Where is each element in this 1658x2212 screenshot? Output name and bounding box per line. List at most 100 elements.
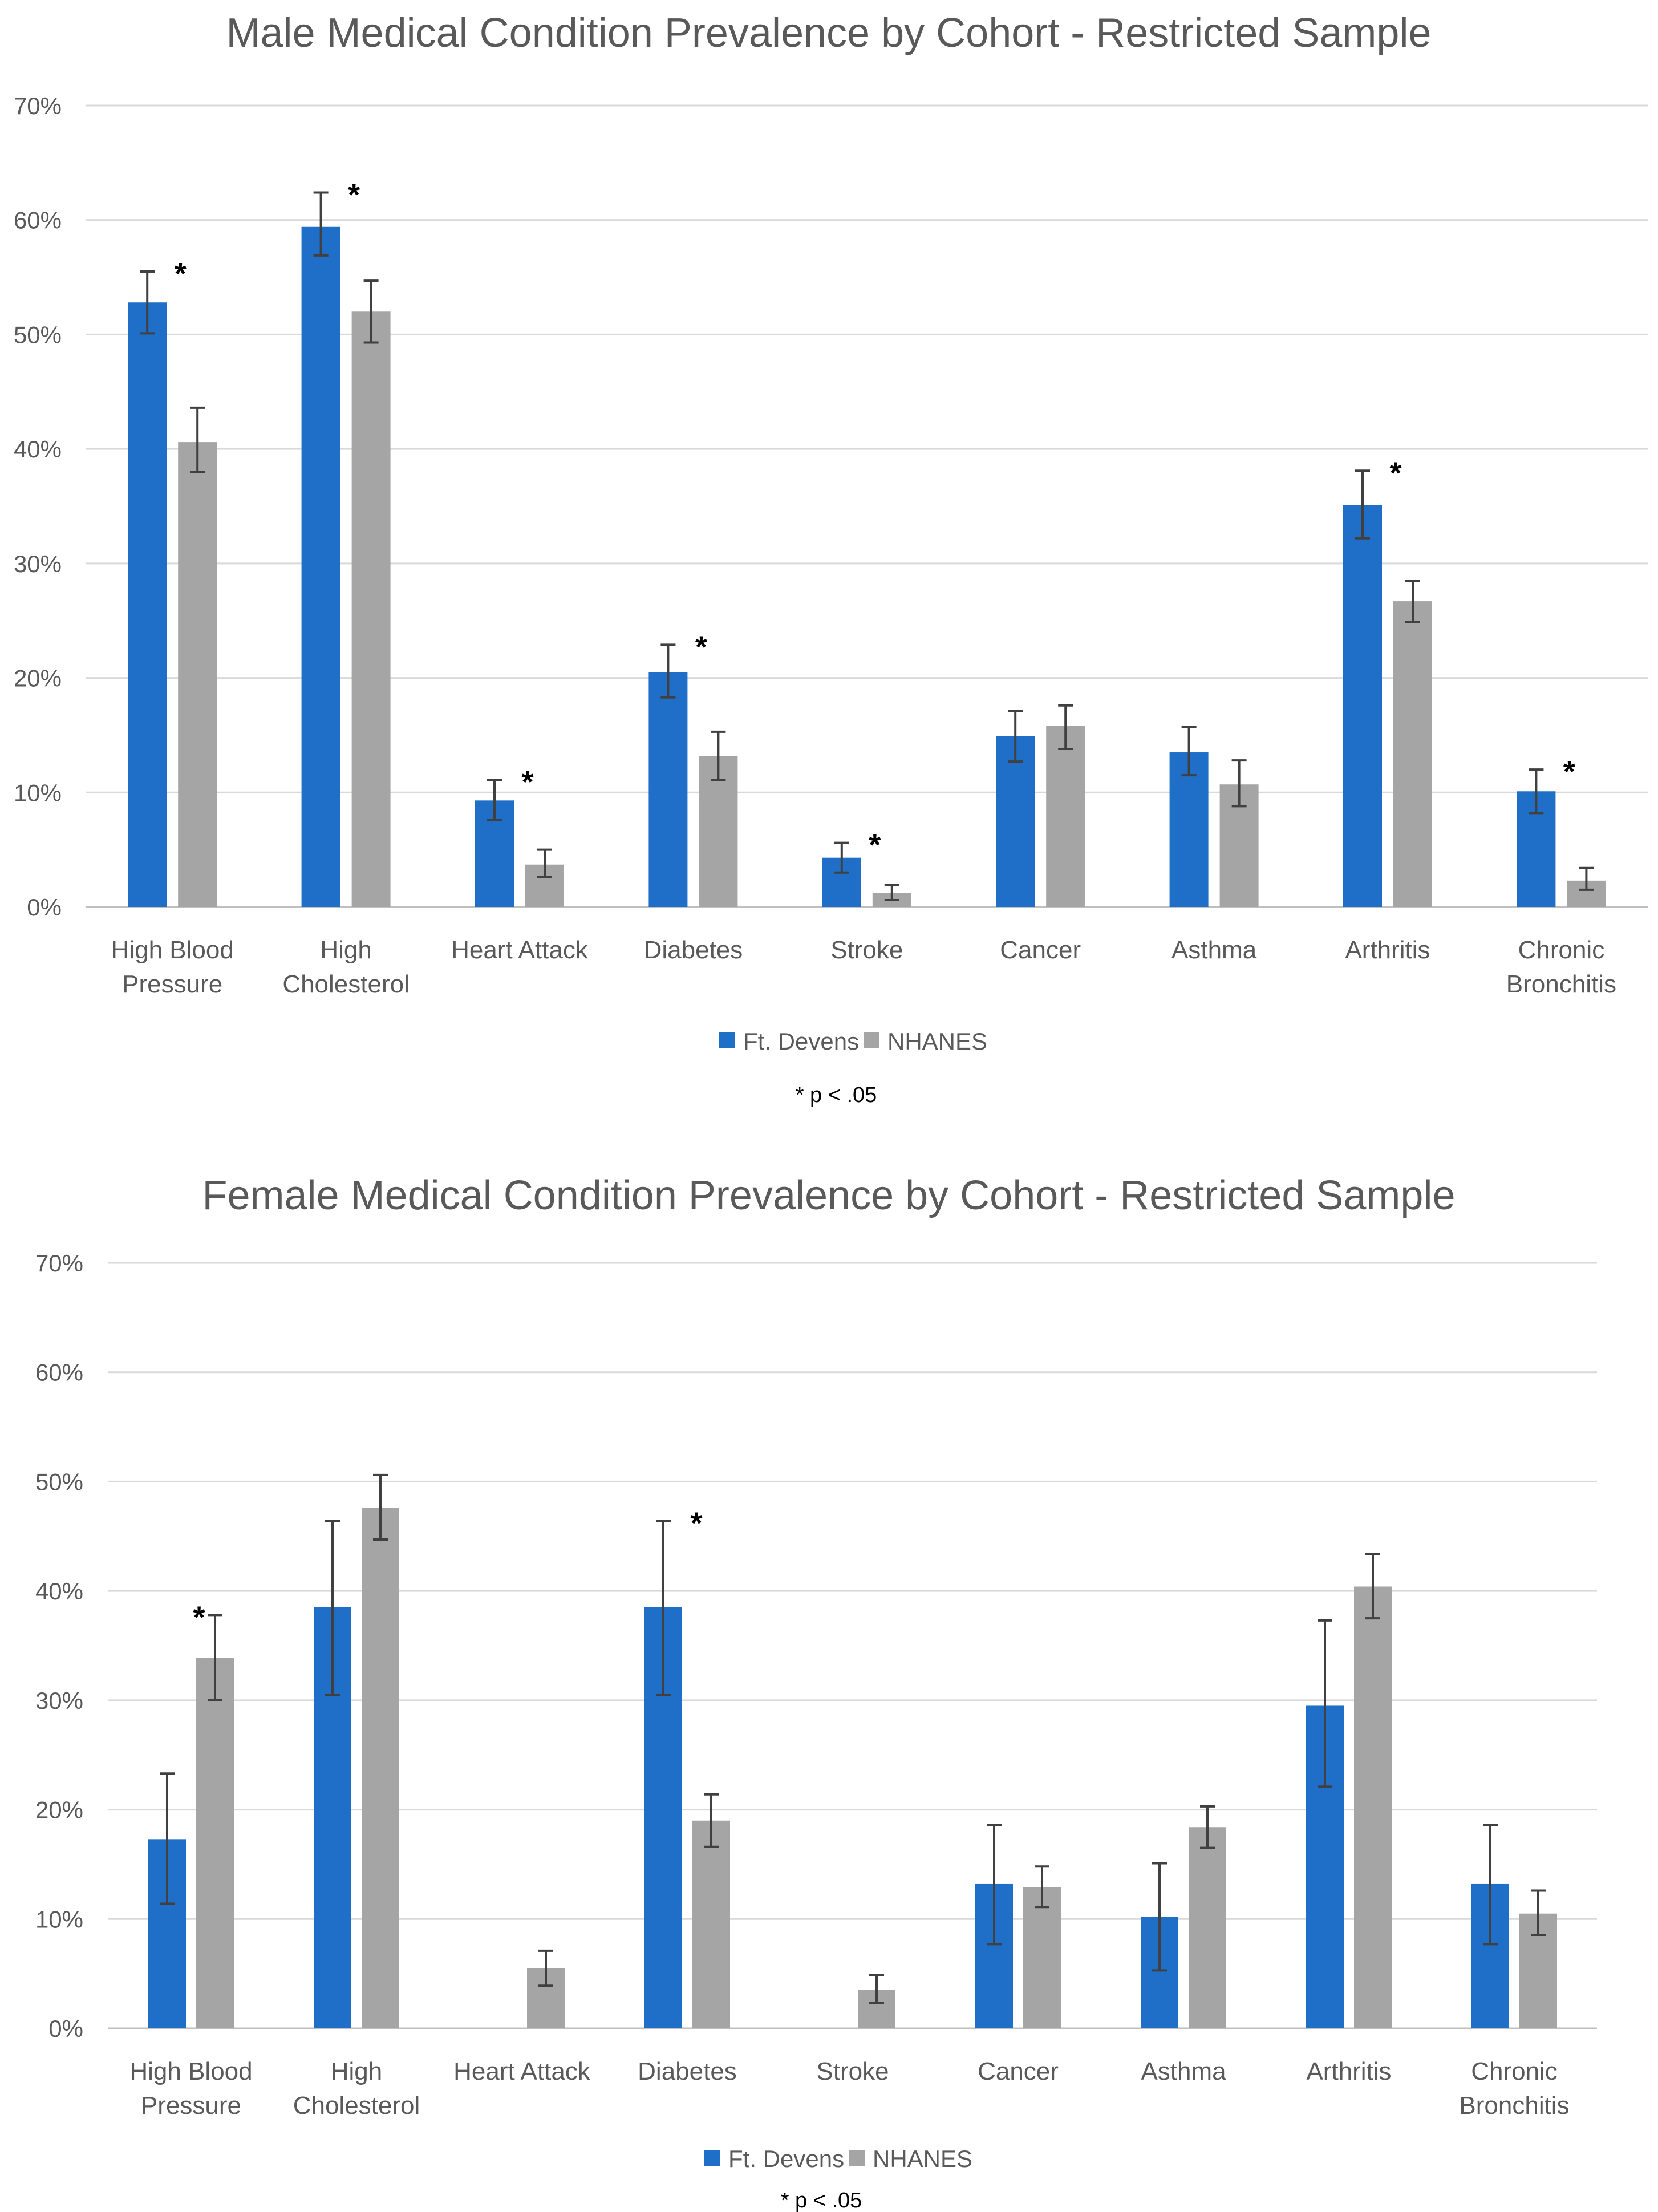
nhanes-bar <box>699 756 738 907</box>
category-label: Cholesterol <box>282 970 410 998</box>
nhanes-bar <box>1393 601 1432 907</box>
category-label: Diabetes <box>638 2057 737 2085</box>
category-label: Heart Attack <box>453 2057 591 2085</box>
category-label: Arthritis <box>1306 2057 1391 2085</box>
error-bar <box>190 406 205 473</box>
y-tick-label: 20% <box>14 665 62 692</box>
ft-devens-bar <box>301 226 340 908</box>
y-tick-label: 10% <box>14 779 62 806</box>
ft-devens-bar <box>1169 752 1209 907</box>
error-bar <box>1531 1889 1546 1937</box>
category-label: Pressure <box>122 970 222 998</box>
error-bar <box>325 1520 340 1696</box>
category-label: Bronchitis <box>1459 2092 1569 2120</box>
nhanes-bar <box>1023 1887 1061 2028</box>
error-bar <box>704 1793 719 1848</box>
error-bar <box>1483 1824 1498 1946</box>
significance-marker: * <box>695 630 707 664</box>
error-bar <box>537 848 552 878</box>
significance-marker: * <box>193 1600 205 1634</box>
y-tick-label: 50% <box>35 1468 83 1495</box>
error-bar <box>1405 579 1420 623</box>
legend-swatch-nhanes <box>849 2150 865 2166</box>
error-bar <box>1579 866 1594 891</box>
nhanes-bar <box>692 1820 730 2028</box>
significance-marker: * <box>1389 456 1401 490</box>
ft-devens-bar <box>996 736 1035 907</box>
category-label: Asthma <box>1141 2057 1226 2085</box>
error-bar <box>834 841 849 874</box>
significance-note: * p < .05 <box>796 1083 877 1107</box>
error-bar <box>1365 1552 1380 1620</box>
error-bar <box>656 1520 671 1696</box>
y-tick-label: 40% <box>35 1578 83 1605</box>
significance-marker: * <box>869 828 881 862</box>
error-bar <box>487 779 502 821</box>
category-label: Pressure <box>141 2092 241 2120</box>
nhanes-bar <box>178 442 217 907</box>
error-bar <box>140 270 155 335</box>
nhanes-bar <box>196 1658 234 2028</box>
error-bar <box>884 884 899 901</box>
category-label: Arthritis <box>1345 936 1430 964</box>
error-bar <box>538 1949 553 1987</box>
category-label: High <box>331 2057 383 2085</box>
category-label: Chronic <box>1518 936 1605 964</box>
error-bar <box>987 1824 1002 1946</box>
legend-label-nhanes: NHANES <box>887 1028 987 1055</box>
significance-note: * p < .05 <box>781 2189 862 2212</box>
nhanes-bar <box>1046 726 1085 907</box>
legend-swatch-nhanes <box>864 1032 879 1048</box>
error-bar <box>1058 704 1073 751</box>
y-tick-label: 70% <box>35 1250 83 1277</box>
error-bar <box>1355 469 1370 540</box>
category-label: Stroke <box>830 936 903 964</box>
error-bar <box>869 1974 884 2004</box>
category-label: Asthma <box>1171 936 1257 964</box>
significance-marker: * <box>690 1506 702 1540</box>
error-bar <box>1035 1865 1049 1909</box>
significance-marker: * <box>1563 755 1575 789</box>
y-tick-label: 0% <box>48 2015 83 2042</box>
category-label: Heart Attack <box>451 936 589 964</box>
y-tick-label: 50% <box>14 321 62 348</box>
category-label: Chronic <box>1471 2057 1558 2085</box>
error-bar <box>373 1473 388 1541</box>
y-tick-label: 0% <box>27 894 62 921</box>
error-bar <box>1318 1619 1332 1788</box>
y-tick-label: 30% <box>14 550 62 577</box>
legend-label-nhanes: NHANES <box>873 2145 972 2172</box>
ft-devens-bar <box>128 302 167 908</box>
nhanes-bar <box>1189 1827 1226 2028</box>
y-tick-label: 20% <box>35 1797 83 1824</box>
category-label: High <box>320 936 372 964</box>
error-bar <box>208 1614 222 1701</box>
error-bar <box>1529 768 1544 815</box>
ft-devens-bar <box>1343 505 1382 907</box>
nhanes-bar <box>362 1508 399 2028</box>
y-tick-label: 30% <box>35 1687 83 1714</box>
nhanes-bar <box>351 311 391 908</box>
significance-marker: * <box>348 178 360 212</box>
male-prevalence-chart: Male Medical Condition Prevalence by Coh… <box>14 10 1648 1107</box>
error-bar <box>711 730 726 781</box>
y-tick-label: 60% <box>35 1359 83 1386</box>
error-bar <box>1231 759 1247 808</box>
legend-swatch-ft-devens <box>719 1032 735 1048</box>
error-bar <box>660 643 676 699</box>
error-bar <box>1200 1805 1215 1849</box>
nhanes-bar <box>1354 1586 1392 2028</box>
error-bar <box>1152 1862 1167 1972</box>
legend-swatch-ft-devens <box>704 2150 720 2166</box>
y-tick-label: 70% <box>14 92 62 119</box>
error-bar <box>1008 710 1023 763</box>
category-label: Bronchitis <box>1506 970 1616 998</box>
category-label: Cancer <box>1000 936 1081 964</box>
y-tick-label: 60% <box>14 207 62 234</box>
category-label: High Blood <box>111 936 234 964</box>
category-label: Diabetes <box>644 936 743 964</box>
legend: Ft. Devens NHANES <box>704 2145 972 2172</box>
significance-marker: * <box>521 765 533 799</box>
chart-title: Female Medical Condition Prevalence by C… <box>202 1173 1456 1218</box>
